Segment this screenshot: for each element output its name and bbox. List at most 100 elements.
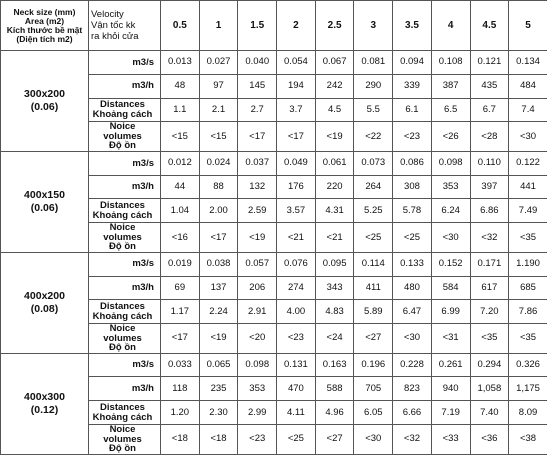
value: 145 [238,74,277,98]
value: 484 [509,74,547,98]
value: <16 [161,223,200,253]
value: 7.86 [509,300,547,324]
value: <20 [238,324,277,354]
row-label-line: m3/s [91,360,154,370]
value: 353 [431,175,470,199]
value: 7.19 [431,401,470,425]
velocity-header-line: ra khỏi cửa [91,31,158,42]
value: 5.89 [354,300,393,324]
value: 4.96 [315,401,354,425]
value: <30 [431,223,470,253]
value: <17 [277,122,316,152]
value: 308 [393,175,432,199]
value: <25 [354,223,393,253]
value: <23 [393,122,432,152]
value: 584 [431,276,470,300]
value: 0.133 [393,252,432,276]
area: (0.06) [3,202,86,215]
velocity: 4 [431,1,470,51]
value: 0.094 [393,51,432,75]
value: 0.067 [315,51,354,75]
row-label-line: Noice volumes [91,122,154,141]
value: 470 [277,377,316,401]
row-label-line: Độ ồn [91,444,154,454]
value: <22 [354,122,393,152]
value: 97 [199,74,238,98]
value: 137 [199,276,238,300]
size-cell: 400x150(0.06) [1,151,89,252]
value: 411 [354,276,393,300]
value: 4.31 [315,199,354,223]
area: (0.12) [3,404,86,417]
row-label-line: m3/s [91,259,154,269]
value: 0.196 [354,353,393,377]
value: 0.037 [238,151,277,175]
row-label-line: Khoảng cách [91,110,154,120]
value: 0.108 [431,51,470,75]
value: <35 [509,324,547,354]
value: <17 [199,223,238,253]
value: 0.110 [470,151,509,175]
value: 339 [393,74,432,98]
row-label: m3/h [89,74,161,98]
row-label: m3/s [89,252,161,276]
value: 6.24 [431,199,470,223]
size-cell: 400x300(0.12) [1,353,89,454]
value: 2.00 [199,199,238,223]
value: 940 [431,377,470,401]
value: 3.57 [277,199,316,223]
value: 69 [161,276,200,300]
size-cell: 300x200(0.06) [1,51,89,152]
row-label: m3/h [89,377,161,401]
value: 0.171 [470,252,509,276]
value: 0.019 [161,252,200,276]
value: 397 [470,175,509,199]
row-label-line: Noice volumes [91,324,154,343]
value: 0.294 [470,353,509,377]
value: <28 [470,122,509,152]
velocity-header-line: Vận tốc kk [91,20,158,31]
velocity: 1 [199,1,238,51]
value: 685 [509,276,547,300]
value: 0.049 [277,151,316,175]
value: 588 [315,377,354,401]
area: (0.08) [3,303,86,316]
value: 6.99 [431,300,470,324]
value: <15 [161,122,200,152]
value: 4.11 [277,401,316,425]
row-label: m3/s [89,353,161,377]
size-header: Neck size (mm)Area (m2)Kích thước bề mặt… [1,1,89,51]
velocity: 5 [509,1,547,51]
value: 1,175 [509,377,547,401]
header-row: Neck size (mm)Area (m2)Kích thước bề mặt… [1,1,547,51]
value: 0.326 [509,353,547,377]
value: 1.17 [161,300,200,324]
value: 0.122 [509,151,547,175]
value: 3.7 [277,98,316,122]
value: 0.057 [238,252,277,276]
value: 4.83 [315,300,354,324]
value: 0.114 [354,252,393,276]
value: 435 [470,74,509,98]
size: 400x200 [3,290,86,303]
value: 0.061 [315,151,354,175]
velocity: 4.5 [470,1,509,51]
value: <32 [470,223,509,253]
value: 0.098 [431,151,470,175]
row-label-line: Khoảng cách [91,413,154,423]
value: 6.05 [354,401,393,425]
value: 0.163 [315,353,354,377]
value: 0.076 [277,252,316,276]
value: 264 [354,175,393,199]
value: <19 [315,122,354,152]
value: 0.065 [199,353,238,377]
